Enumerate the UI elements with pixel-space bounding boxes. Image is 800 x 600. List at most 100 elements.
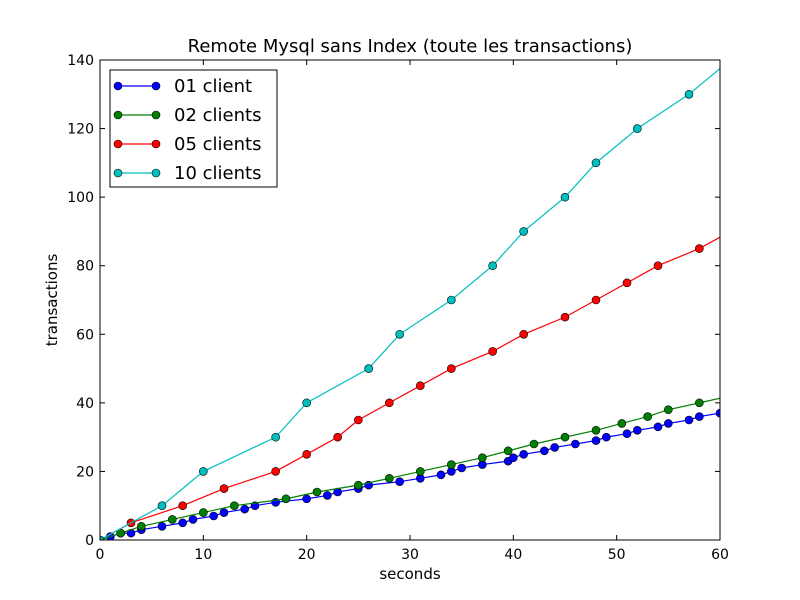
series-layer	[100, 67, 720, 540]
data-point	[509, 453, 518, 463]
y-tick-label: 140	[67, 53, 94, 69]
data-point	[591, 425, 601, 435]
data-point	[560, 192, 570, 202]
x-tick-label: 30	[401, 547, 419, 563]
legend-label: 01 client	[174, 76, 252, 97]
legend-marker	[113, 110, 123, 120]
y-tick-label: 100	[67, 190, 94, 206]
y-tick-label: 20	[76, 464, 94, 480]
data-point	[478, 453, 487, 463]
data-point	[653, 422, 663, 432]
data-point	[364, 364, 373, 373]
x-tick-label: 0	[96, 547, 105, 563]
data-point	[100, 535, 105, 540]
data-point	[591, 295, 601, 305]
data-point	[622, 278, 632, 288]
data-point	[519, 449, 528, 459]
data-point	[199, 467, 208, 476]
data-point	[643, 412, 652, 421]
legend-label: 10 clients	[174, 163, 261, 184]
data-point	[312, 487, 322, 497]
legend-box	[109, 69, 278, 188]
data-point	[178, 501, 187, 511]
data-point	[168, 515, 177, 524]
data-point	[178, 518, 187, 528]
data-point	[488, 347, 497, 356]
data-point	[416, 381, 425, 391]
data-point	[447, 364, 456, 373]
series-3	[100, 236, 720, 540]
data-point	[591, 436, 601, 445]
data-point	[271, 467, 280, 476]
data-point	[354, 415, 363, 425]
data-point	[550, 443, 559, 452]
data-point	[560, 312, 570, 322]
x-axis-label: seconds	[379, 565, 440, 583]
legend-item: 10 clients	[113, 163, 261, 184]
y-tick-label: 40	[76, 396, 94, 412]
data-point	[617, 419, 627, 428]
data-point	[436, 470, 446, 480]
legend-marker	[113, 168, 123, 178]
data-point	[302, 449, 311, 459]
y-tick-label: 0	[85, 533, 94, 549]
data-point	[633, 124, 642, 133]
chart-title: Remote Mysql sans Index (toute les trans…	[188, 36, 633, 57]
legend-label: 02 clients	[174, 105, 261, 126]
data-point	[219, 508, 229, 517]
legend-item: 05 clients	[113, 134, 261, 155]
y-tick-label: 60	[76, 327, 94, 343]
data-point	[457, 463, 466, 473]
y-tick-label: 80	[76, 259, 94, 275]
data-point	[447, 460, 456, 469]
ticks-layer: 0 10 20 30 40 50 60 0 20 40 60 80 100 120 140	[67, 53, 729, 563]
y-axis-label: transactions	[43, 254, 61, 347]
data-point	[664, 419, 673, 428]
data-point	[302, 398, 311, 408]
data-point	[560, 432, 570, 442]
data-point	[333, 432, 342, 442]
data-point	[395, 477, 404, 487]
legend-marker	[151, 110, 161, 120]
data-point	[271, 432, 280, 442]
y-tick-label: 120	[67, 122, 94, 138]
data-point	[281, 494, 291, 504]
data-point	[385, 473, 394, 483]
x-tick-label: 60	[711, 547, 729, 563]
data-point	[188, 515, 198, 524]
data-point	[395, 329, 404, 339]
data-point	[385, 398, 394, 408]
legend-marker	[113, 81, 123, 91]
data-point	[602, 432, 611, 442]
data-point	[447, 295, 456, 305]
data-point	[230, 501, 239, 511]
data-point	[157, 521, 167, 531]
data-point	[684, 89, 694, 99]
legend-item: 02 clients	[113, 105, 261, 126]
data-point	[503, 446, 513, 456]
data-point	[488, 261, 497, 271]
data-point	[137, 521, 146, 531]
data-point	[695, 244, 704, 253]
legend-item: 01 client	[113, 76, 252, 97]
x-tick-label: 40	[504, 547, 522, 563]
x-tick-label: 10	[194, 547, 212, 563]
legend-marker	[151, 168, 161, 178]
data-point	[684, 415, 694, 425]
legend: 01 client 02 clients 05 clients 10 clients	[109, 69, 278, 188]
data-point	[529, 439, 539, 449]
legend-marker	[151, 81, 161, 91]
data-point	[157, 501, 167, 511]
data-point	[199, 508, 208, 517]
data-point	[633, 425, 642, 435]
data-point	[519, 329, 528, 339]
data-point	[695, 412, 704, 421]
data-point	[354, 480, 363, 490]
data-point	[416, 467, 425, 476]
data-point	[240, 504, 249, 514]
series-4	[100, 67, 720, 540]
data-point	[219, 484, 229, 493]
legend-marker	[113, 139, 123, 149]
data-point	[519, 227, 528, 236]
